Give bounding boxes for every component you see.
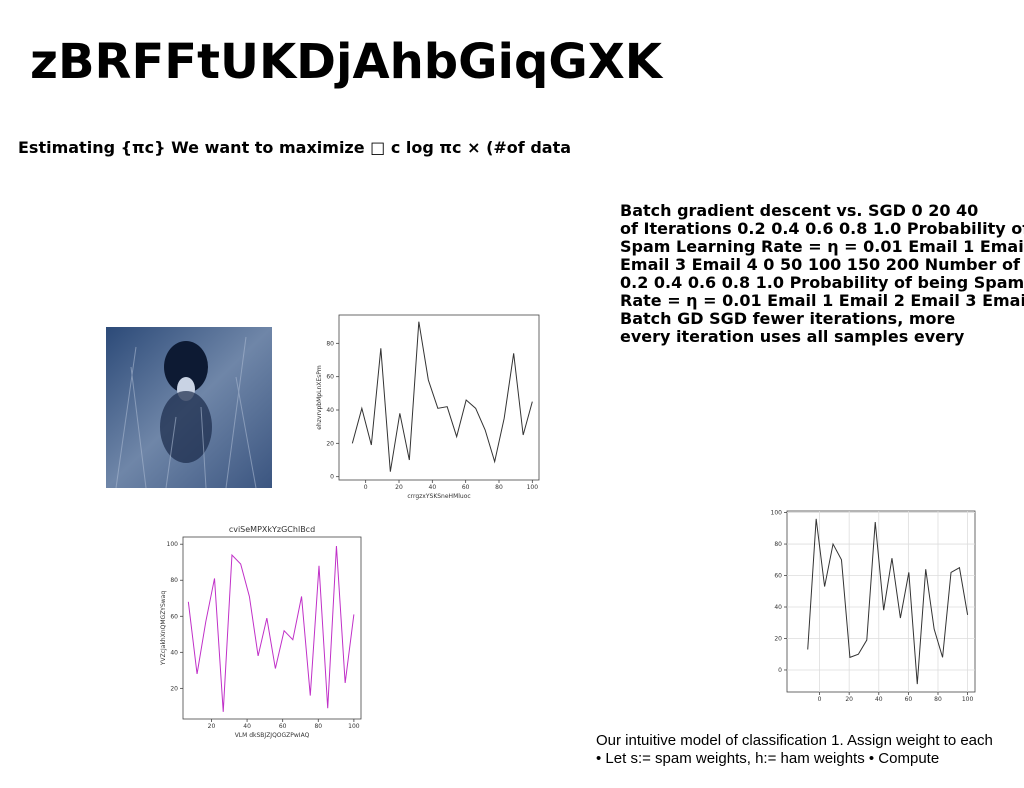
data-line — [351, 321, 533, 472]
y-tick-label: 80 — [170, 577, 178, 584]
bottom-text: Our intuitive model of classification 1.… — [596, 732, 993, 768]
x-tick-label: 100 — [962, 696, 974, 703]
y-tick-label: 20 — [774, 635, 782, 642]
x-tick-label: 40 — [243, 723, 251, 730]
y-tick-label: 0 — [330, 474, 334, 481]
text-line: Email 3 Email 4 0 50 100 150 200 Number … — [620, 255, 1020, 274]
x-tick-label: 80 — [314, 723, 322, 730]
data-line — [807, 518, 969, 685]
x-axis-label: crrgzxYSKSneHMluoc — [407, 493, 470, 500]
text-line: Our intuitive model of classification 1.… — [596, 732, 993, 749]
x-tick-label: 0 — [364, 484, 368, 491]
plot-area — [338, 314, 540, 481]
y-tick-label: 60 — [774, 573, 782, 580]
text-line: Batch GD SGD fewer iterations, more — [620, 309, 956, 328]
y-tick-label: 80 — [774, 541, 782, 548]
x-tick-label: 60 — [905, 696, 913, 703]
x-tick-label: 100 — [527, 484, 539, 491]
y-tick-label: 60 — [326, 374, 334, 381]
x-tick-label: 40 — [875, 696, 883, 703]
text-line: 0.2 0.4 0.6 0.8 1.0 Probability of being… — [620, 273, 1024, 292]
x-tick-label: 100 — [348, 723, 360, 730]
x-tick-label: 40 — [429, 484, 437, 491]
text-line: • Let s:= spam weights, h:= ham weights … — [596, 750, 940, 767]
x-tick-label: 20 — [395, 484, 403, 491]
x-tick-label: 20 — [208, 723, 216, 730]
x-tick-label: 60 — [279, 723, 287, 730]
plot-area — [182, 536, 362, 720]
text-line: Batch gradient descent vs. SGD 0 20 40 — [620, 201, 979, 220]
y-tick-label: 0 — [778, 667, 782, 674]
subtitle: Estimating {πc} We want to maximize □ c … — [18, 138, 572, 157]
text-line: every iteration uses all samples every — [620, 327, 965, 346]
x-tick-label: 60 — [462, 484, 470, 491]
y-tick-label: 80 — [326, 340, 334, 347]
data-line — [187, 545, 355, 712]
text-line: of Iterations 0.2 0.4 0.6 0.8 1.0 Probab… — [620, 219, 1024, 238]
x-tick-label: 80 — [495, 484, 503, 491]
x-tick-label: 20 — [845, 696, 853, 703]
y-axis-label: YVZcJakhXnQMGZYSwaq — [160, 591, 167, 667]
x-axis-label: VLM dkSBJZJQOGZPwIAQ — [235, 732, 310, 739]
x-tick-label: 80 — [934, 696, 942, 703]
slide-title: zBRFFtUKDjAhbGiqGXK — [30, 34, 662, 90]
y-axis-label: ehzvrvpbMpLnXEsPm — [316, 365, 323, 430]
y-tick-label: 20 — [326, 440, 334, 447]
x-tick-label: 0 — [818, 696, 822, 703]
plot-area — [786, 510, 976, 693]
y-tick-label: 100 — [167, 541, 179, 548]
y-tick-label: 60 — [170, 613, 178, 620]
y-tick-label: 20 — [170, 685, 178, 692]
photo — [106, 327, 272, 488]
chart-title: cviSeMPXkYzGChlBcd — [229, 525, 315, 534]
text-block: Batch gradient descent vs. SGD 0 20 40 of… — [620, 202, 1024, 346]
text-line: Rate = η = 0.01 Email 1 Email 2 Email 3 … — [620, 291, 1024, 310]
y-tick-label: 100 — [771, 510, 783, 517]
y-tick-label: 40 — [170, 649, 178, 656]
text-line: Spam Learning Rate = η = 0.01 Email 1 Em… — [620, 237, 1024, 256]
y-tick-label: 40 — [326, 407, 334, 414]
y-tick-label: 40 — [774, 604, 782, 611]
